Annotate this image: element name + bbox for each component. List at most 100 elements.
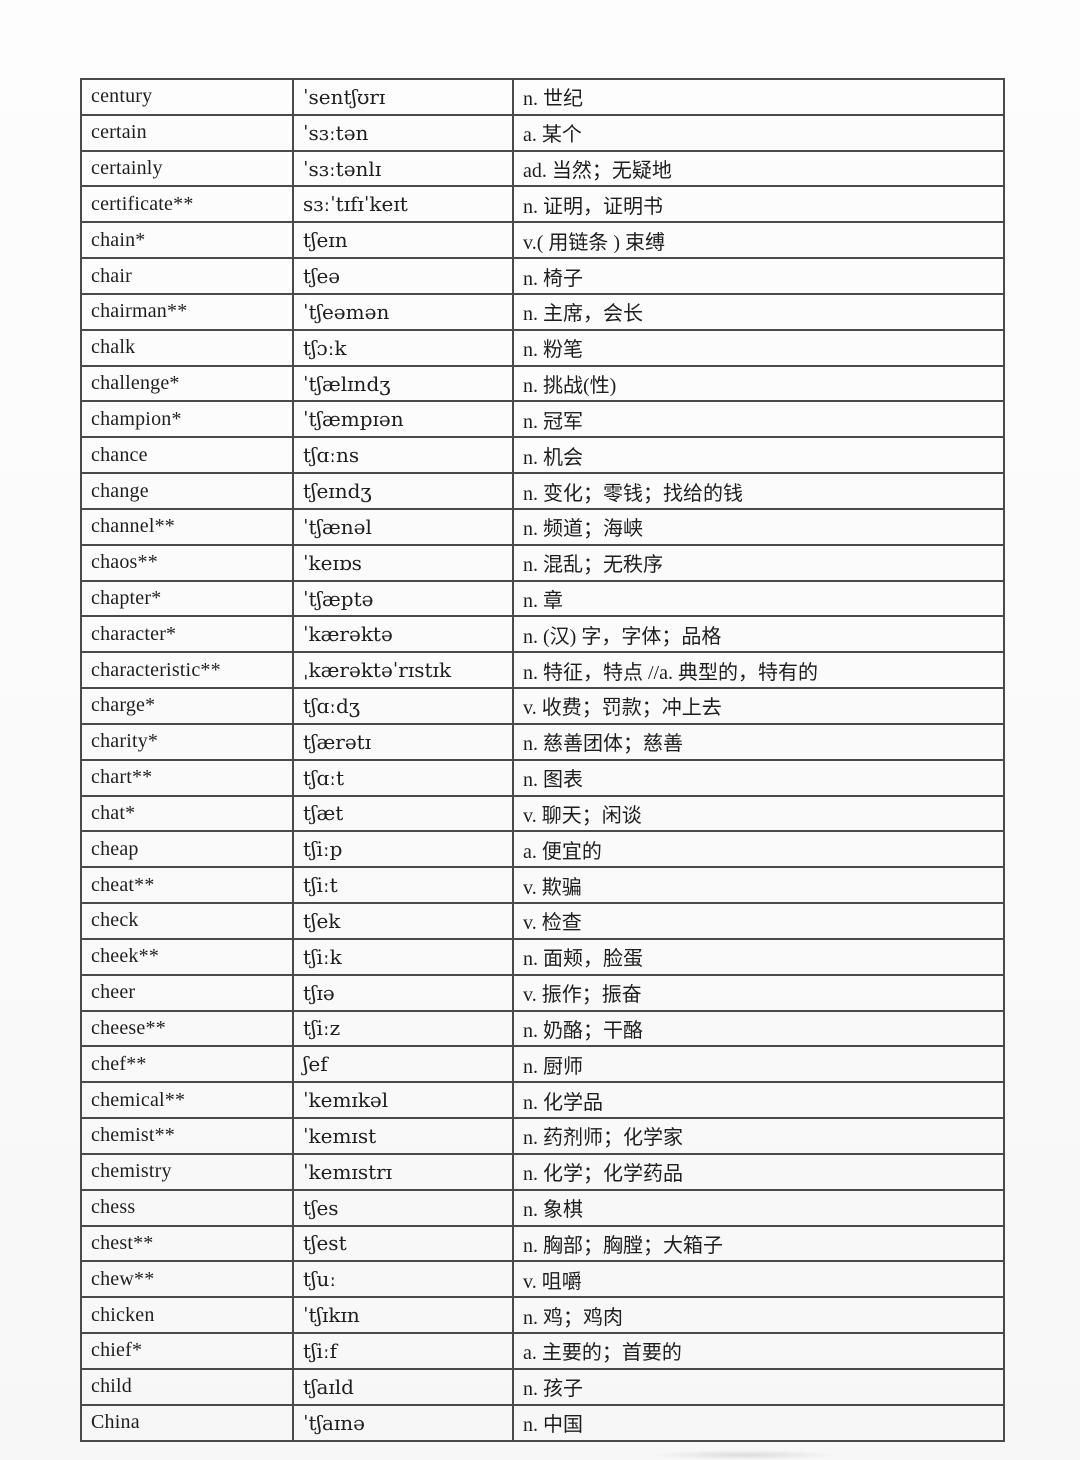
meaning-cell: n. 鸡；鸡肉 [512,1296,1005,1334]
table-row: cheek** tʃiːk n. 面颊，脸蛋 [80,937,1005,976]
word-cell: chain* [80,221,294,260]
phonetic-cell: ˈkemɪkəl [292,1081,514,1120]
phonetic-cell: tʃes [292,1188,514,1227]
meaning-cell: n. 化学品 [512,1081,1005,1120]
word-cell: chalk [80,328,294,367]
meaning-cell: n. 主席，会长 [512,292,1005,331]
table-row: chain* tʃeɪn v.( 用链条 ) 束缚 [80,221,1005,260]
table-row: cheat** tʃiːt v. 欺骗 [80,866,1005,905]
word-cell: chairman** [80,292,294,331]
table-row: China ˈtʃaɪnə n. 中国 [80,1403,1005,1443]
phonetic-cell: ˈsentʃʊrɪ [292,78,514,116]
word-cell: cheek** [80,937,294,976]
table-row: chairman** ˈtʃeəmən n. 主席，会长 [80,292,1005,331]
phonetic-cell: tʃiːt [292,866,514,905]
table-row: child tʃaɪld n. 孩子 [80,1367,1005,1406]
meaning-cell: n. 冠军 [512,400,1005,439]
phonetic-cell: tʃeə [292,257,514,295]
table-row: chemist** ˈkemɪst n. 药剂师；化学家 [80,1117,1005,1155]
meaning-cell: v. 振作；振奋 [512,973,1005,1012]
word-cell: child [80,1367,294,1406]
meaning-cell: a. 主要的；首要的 [512,1331,1005,1370]
table-row: chemistry ˈkemɪstrɪ n. 化学；化学药品 [80,1152,1005,1191]
word-cell: cheese** [80,1009,294,1048]
meaning-cell: a. 某个 [512,113,1005,152]
meaning-cell: n. 化学；化学药品 [512,1152,1005,1191]
word-cell: chaos** [80,543,294,582]
table-row: certain ˈsɜːtən a. 某个 [80,113,1005,152]
meaning-cell: n. 证明，证明书 [512,185,1005,224]
meaning-cell: n. 章 [512,579,1005,618]
meaning-cell: v. 咀嚼 [512,1260,1005,1299]
table-row: century ˈsentʃʊrɪ n. 世纪 [80,78,1005,116]
vocabulary-table: century ˈsentʃʊrɪ n. 世纪 certain ˈsɜːtən a. 某个… [80,78,1005,1443]
phonetic-cell: ˈkemɪst [292,1117,514,1155]
phonetic-cell: ˈtʃæmpɪən [292,400,514,439]
phonetic-cell: ˈtʃeəmən [292,292,514,331]
table-row: certificate** sɜːˈtɪfɪˈkeɪt n. 证明，证明书 [80,185,1005,224]
word-cell: chemist** [80,1117,294,1155]
meaning-cell: n. 中国 [512,1403,1005,1443]
phonetic-cell: ˈtʃæptə [292,579,514,618]
word-cell: chew** [80,1260,294,1299]
word-cell: chef** [80,1045,294,1084]
word-cell: champion* [80,400,294,439]
word-cell: chicken [80,1296,294,1334]
table-row: chew** tʃuː v. 咀嚼 [80,1260,1005,1299]
meaning-cell: n. 机会 [512,436,1005,475]
table-row: certainly ˈsɜːtənlɪ ad. 当然；无疑地 [80,149,1005,188]
table-row: cheap tʃiːp a. 便宜的 [80,830,1005,869]
word-cell: characteristic** [80,651,294,690]
meaning-cell: n. 混乱；无秩序 [512,543,1005,582]
meaning-cell: n. 孩子 [512,1367,1005,1406]
meaning-cell: a. 便宜的 [512,830,1005,869]
table-row: cheer tʃɪə v. 振作；振奋 [80,973,1005,1012]
meaning-cell: v. 检查 [512,902,1005,940]
phonetic-cell: tʃiːf [292,1331,514,1370]
word-cell: chief* [80,1331,294,1370]
phonetic-cell: tʃɪə [292,973,514,1012]
meaning-cell: n. 图表 [512,758,1005,797]
word-cell: charity* [80,722,294,761]
word-cell: chair [80,257,294,295]
meaning-cell: n. 特征，特点 //a. 典型的，特有的 [512,651,1005,690]
phonetic-cell: tʃiːp [292,830,514,869]
table-row: channel** ˈtʃænəl n. 频道；海峡 [80,507,1005,546]
meaning-cell: n. 椅子 [512,257,1005,295]
table-row: chalk tʃɔːk n. 粉笔 [80,328,1005,367]
phonetic-cell: ˈkemɪstrɪ [292,1152,514,1191]
meaning-cell: n. 粉笔 [512,328,1005,367]
phonetic-cell: ˈkeɪɒs [292,543,514,582]
word-cell: change [80,472,294,510]
table-row: chicken ˈtʃɪkɪn n. 鸡；鸡肉 [80,1296,1005,1334]
phonetic-cell: ʃef [292,1045,514,1084]
phonetic-cell: ˈtʃɪkɪn [292,1296,514,1334]
meaning-cell: v. 欺骗 [512,866,1005,905]
table-row: chest** tʃest n. 胸部；胸膛；大箱子 [80,1224,1005,1263]
word-cell: certificate** [80,185,294,224]
word-cell: chat* [80,794,294,833]
phonetic-cell: ˈtʃaɪnə [292,1403,514,1443]
word-cell: character* [80,615,294,654]
meaning-cell: n. 面颊，脸蛋 [512,937,1005,976]
word-cell: cheer [80,973,294,1012]
meaning-cell: n. 挑战(性) [512,364,1005,403]
meaning-cell: n. 慈善团体；慈善 [512,722,1005,761]
table-row: check tʃek v. 检查 [80,902,1005,940]
meaning-cell: n. 频道；海峡 [512,507,1005,546]
table-row: champion* ˈtʃæmpɪən n. 冠军 [80,400,1005,439]
word-cell: cheap [80,830,294,869]
phonetic-cell: tʃest [292,1224,514,1263]
table-row: chef** ʃef n. 厨师 [80,1045,1005,1084]
phonetic-cell: tʃɑːdʒ [292,687,514,725]
table-row: chart** tʃɑːt n. 图表 [80,758,1005,797]
phonetic-cell: tʃiːk [292,937,514,976]
phonetic-cell: tʃɑːt [292,758,514,797]
table-row: charge* tʃɑːdʒ v. 收费；罚款；冲上去 [80,687,1005,725]
table-row: chance tʃɑːns n. 机会 [80,436,1005,475]
table-row: chair tʃeə n. 椅子 [80,257,1005,295]
word-cell: chemical** [80,1081,294,1120]
meaning-cell: n. 世纪 [512,78,1005,116]
phonetic-cell: tʃɔːk [292,328,514,367]
meaning-cell: v. 聊天；闲谈 [512,794,1005,833]
